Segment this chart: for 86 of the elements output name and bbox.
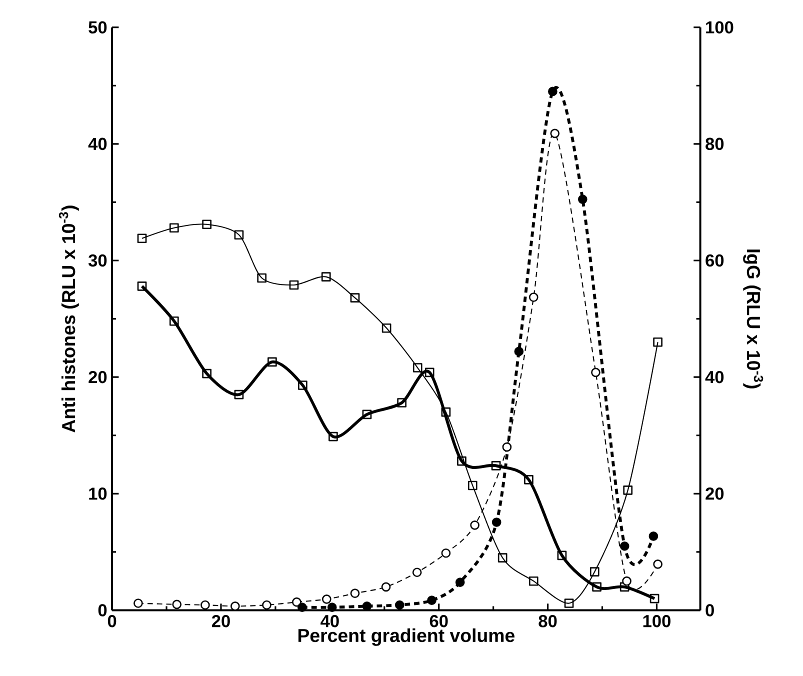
y-tick-label: 30 [88, 254, 107, 267]
point [412, 568, 422, 577]
y2-tick-label: 0 [706, 604, 714, 616]
x-tick-label: 40 [320, 614, 339, 628]
point [502, 442, 512, 452]
x-tick-label: 100 [643, 614, 670, 628]
point [441, 548, 451, 558]
point [528, 576, 538, 586]
x-tick-label: 60 [430, 614, 448, 628]
point [137, 234, 147, 243]
point [202, 220, 212, 229]
point [202, 368, 212, 378]
point [470, 520, 480, 530]
point [289, 280, 299, 290]
point [328, 432, 338, 442]
point [262, 600, 272, 610]
point [172, 600, 182, 609]
point [492, 517, 502, 527]
point [514, 346, 524, 356]
y-axis-title: Anti histones (RLU x 10$^{-3}$) [58, 206, 79, 432]
point [230, 601, 240, 611]
y2-tick-label: 40 [705, 370, 724, 384]
x-tick-label: 80 [538, 614, 557, 628]
point [653, 337, 662, 347]
point [491, 460, 501, 470]
point [468, 480, 478, 490]
point [169, 223, 179, 232]
y-tick-label: 0 [98, 604, 107, 616]
point [298, 380, 308, 390]
point [457, 456, 466, 466]
y2-tick-label: 20 [706, 487, 724, 500]
point [548, 86, 558, 96]
point [169, 316, 179, 326]
y2-tick-label: 60 [706, 254, 724, 267]
point [350, 293, 360, 302]
point [524, 474, 534, 484]
y-tick-label: 20 [88, 370, 107, 384]
y2-axis-title: IgG (RLU x 10$^{-3}$) [743, 249, 764, 388]
x-tick-label: 20 [212, 614, 230, 628]
y2-tick-label: 100 [706, 21, 734, 34]
point [381, 582, 391, 592]
point [592, 582, 602, 592]
point [134, 598, 143, 608]
point [322, 594, 332, 604]
point [622, 576, 632, 586]
point [620, 582, 630, 592]
y-tick-label: 10 [89, 487, 107, 500]
point [362, 601, 372, 611]
point [200, 600, 210, 610]
point [427, 596, 436, 605]
point [297, 602, 307, 612]
point [327, 602, 337, 612]
point [620, 541, 630, 551]
point [321, 272, 331, 282]
point [441, 407, 451, 417]
y-tick-label: 40 [88, 138, 107, 150]
point [653, 559, 662, 569]
point [648, 531, 658, 541]
point [268, 357, 277, 366]
point [257, 273, 267, 283]
y-tick-label: 50 [88, 21, 107, 34]
point [382, 323, 392, 333]
point [292, 597, 302, 607]
point [550, 128, 560, 138]
point [455, 577, 465, 587]
point [394, 600, 404, 610]
point [234, 390, 244, 400]
point [397, 398, 406, 408]
point [623, 485, 633, 495]
point [564, 598, 574, 608]
point [350, 588, 360, 598]
point [591, 368, 600, 377]
point [424, 368, 434, 377]
point [498, 552, 508, 562]
point [590, 566, 600, 576]
point [412, 362, 422, 372]
y2-tick-label: 80 [706, 138, 724, 150]
x-axis-title: Percent gradient volume [298, 628, 514, 646]
x-tick-label: 0 [108, 614, 116, 628]
point [137, 281, 147, 291]
point [578, 194, 588, 204]
point [650, 594, 660, 604]
point [234, 230, 244, 240]
point [362, 410, 372, 419]
point [557, 550, 567, 560]
point [528, 292, 538, 302]
